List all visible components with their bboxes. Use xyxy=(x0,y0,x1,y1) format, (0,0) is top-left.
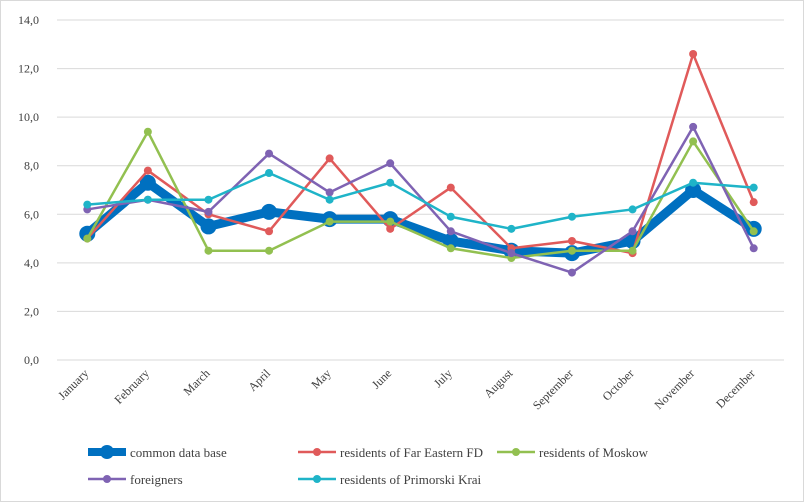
y-tick-label: 8,0 xyxy=(24,159,39,173)
data-point xyxy=(567,246,576,255)
data-point xyxy=(749,198,758,207)
legend-label: foreigners xyxy=(130,472,183,487)
data-point xyxy=(143,195,152,204)
data-point xyxy=(386,224,395,233)
data-point xyxy=(567,212,576,221)
data-point xyxy=(204,246,213,255)
x-category-label: May xyxy=(308,366,333,391)
x-category-label: January xyxy=(55,366,91,402)
data-point xyxy=(265,169,274,177)
x-category-label: July xyxy=(431,366,455,390)
series-line xyxy=(87,125,755,274)
x-category-label: September xyxy=(530,366,576,412)
legend-item: common data base xyxy=(88,445,227,460)
data-point xyxy=(446,244,455,253)
legend-label: residents of Far Eastern FD xyxy=(340,445,483,460)
legend-swatch-marker xyxy=(313,475,321,483)
series-line xyxy=(86,52,755,255)
data-point xyxy=(325,154,334,163)
data-point xyxy=(261,203,278,220)
data-point xyxy=(507,224,516,233)
data-point xyxy=(749,244,758,253)
legend-item: residents of Moskow xyxy=(497,445,649,460)
y-tick-label: 6,0 xyxy=(24,207,39,221)
series-line xyxy=(87,171,754,231)
legend-swatch-marker xyxy=(313,448,321,456)
x-category-label: October xyxy=(599,366,636,403)
legend-swatch-marker xyxy=(100,445,114,459)
data-point xyxy=(507,249,516,258)
y-tick-label: 4,0 xyxy=(24,256,39,270)
data-point xyxy=(204,207,213,216)
data-point xyxy=(325,188,334,197)
data-point xyxy=(265,246,274,255)
legend-label: residents of Primorski Krai xyxy=(340,472,482,487)
y-tick-label: 10,0 xyxy=(18,110,39,124)
x-category-label: December xyxy=(713,366,758,411)
data-point xyxy=(386,159,395,168)
legend-label: common data base xyxy=(130,445,227,460)
data-point xyxy=(689,50,698,58)
data-point xyxy=(749,183,758,192)
data-point xyxy=(446,227,455,236)
series-0 xyxy=(79,174,762,262)
data-point xyxy=(200,218,217,235)
data-point xyxy=(325,217,334,226)
legend-swatch-marker xyxy=(103,475,111,483)
y-tick-label: 2,0 xyxy=(24,304,39,318)
data-point xyxy=(689,178,698,187)
y-tick-label: 14,0 xyxy=(18,13,39,27)
data-point xyxy=(442,233,459,249)
data-point xyxy=(446,212,455,221)
legend-item: residents of Primorski Krai xyxy=(298,472,482,487)
data-point xyxy=(567,237,576,245)
data-point xyxy=(567,268,576,277)
data-point xyxy=(749,227,758,236)
legend-label: residents of Moskow xyxy=(539,445,649,460)
y-tick-label: 0,0 xyxy=(24,353,39,367)
data-point xyxy=(83,200,92,209)
data-point xyxy=(386,178,395,187)
data-point xyxy=(689,122,698,131)
x-category-label: March xyxy=(181,366,213,398)
data-point xyxy=(265,227,274,236)
x-category-label: February xyxy=(111,366,152,407)
data-point xyxy=(628,227,637,236)
data-point xyxy=(204,195,213,204)
y-axis-tick-labels: 0,0 2,0 4,0 6,0 8,0 10,0 12,0 14,0 xyxy=(18,13,39,367)
series-line xyxy=(86,130,755,260)
x-category-label: November xyxy=(652,366,698,412)
x-category-label: August xyxy=(481,366,516,401)
legend: common data base residents of Far Eastern… xyxy=(88,445,649,487)
data-point xyxy=(685,182,702,198)
data-point xyxy=(446,183,455,192)
data-point xyxy=(628,246,637,255)
data-point xyxy=(386,217,395,226)
series-3 xyxy=(83,122,758,277)
legend-item: residents of Far Eastern FD xyxy=(298,445,483,460)
data-point xyxy=(325,195,334,204)
data-point xyxy=(143,166,152,175)
legend-item: foreigners xyxy=(88,472,183,487)
data-point xyxy=(139,174,156,191)
data-point xyxy=(628,205,637,214)
x-category-label: April xyxy=(245,366,273,394)
x-axis-category-labels: January February March April May June July Augu… xyxy=(55,366,758,413)
series-4 xyxy=(83,169,758,233)
series-2 xyxy=(83,127,758,262)
data-point xyxy=(689,137,698,146)
data-point xyxy=(143,127,152,136)
legend-swatch-marker xyxy=(512,448,520,456)
data-point xyxy=(265,149,274,158)
series-lines xyxy=(79,50,762,277)
y-tick-label: 12,0 xyxy=(18,62,39,76)
data-point xyxy=(83,234,92,243)
x-category-label: June xyxy=(369,366,394,391)
